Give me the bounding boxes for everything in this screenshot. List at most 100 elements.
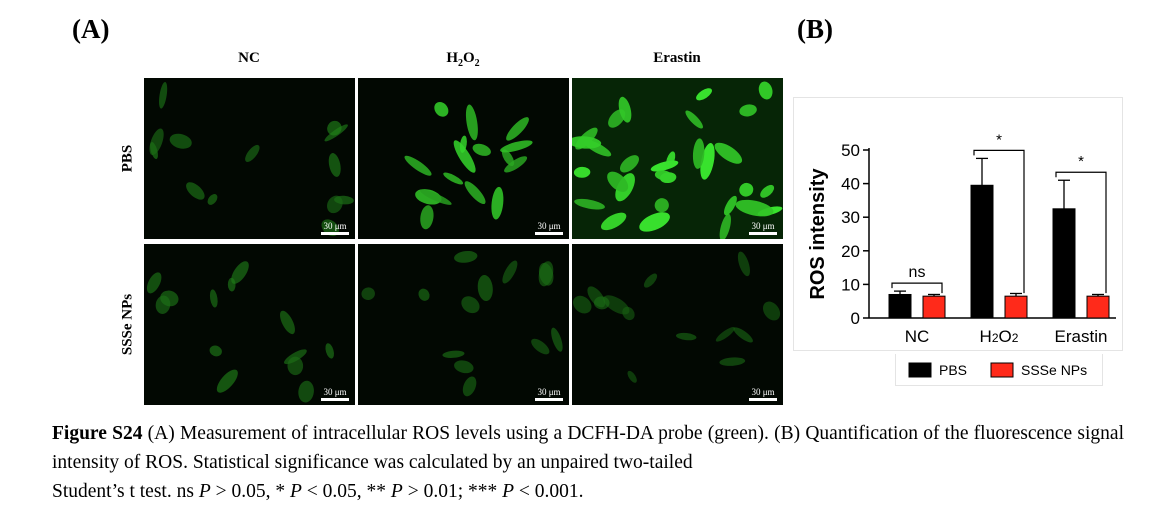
legend-swatch [908, 362, 932, 378]
cell [159, 81, 168, 109]
cell [420, 205, 434, 230]
cell [462, 376, 477, 397]
cell [504, 156, 528, 173]
cell [465, 104, 478, 141]
cell [639, 212, 670, 232]
cell [760, 184, 775, 198]
figure-caption: Figure S24 (A) Measurement of intracellu… [52, 419, 1124, 477]
cell [574, 198, 605, 210]
x-tick-label: H2O2 [980, 327, 1019, 346]
cell [735, 199, 774, 217]
cell [714, 142, 743, 164]
cell [551, 327, 563, 352]
cell [418, 288, 430, 301]
micrograph-sssenps-erastin: 30 μm [572, 244, 783, 405]
cell [573, 295, 592, 314]
cell [464, 181, 486, 205]
legend-swatch [990, 362, 1014, 378]
legend-label: PBS [939, 362, 967, 378]
legend-label: SSSe NPs [1021, 362, 1087, 378]
caption-text: (A) Measurement of intracellular ROS lev… [52, 423, 1124, 473]
y-tick-label: 0 [851, 309, 860, 328]
cell [762, 301, 781, 321]
cell [361, 287, 375, 301]
cell [675, 332, 697, 341]
cell [502, 260, 518, 284]
significance-bracket [1055, 171, 1107, 294]
cell [715, 327, 735, 342]
row-header-sssenps: SSSe NPs [119, 293, 136, 356]
cell [287, 356, 304, 376]
scale-bar: 30 μm [535, 221, 563, 235]
cell [327, 120, 342, 136]
x-tick-label: Erastin [1055, 327, 1108, 346]
significance-label: * [1078, 153, 1084, 170]
panel-a-label: (A) [72, 14, 110, 44]
cell [618, 96, 632, 123]
micrograph-pbs-erastin: 30 μm [572, 78, 783, 239]
cell [627, 370, 637, 383]
significance-label: ns [909, 264, 926, 281]
cell [654, 170, 672, 181]
cell [737, 251, 750, 277]
cell [739, 182, 754, 197]
cell [209, 345, 222, 357]
cell [685, 110, 703, 129]
cell [733, 327, 753, 343]
y-axis-label: ROS intensity [807, 168, 829, 300]
cell [327, 195, 343, 214]
bar-ssse-nps [1004, 295, 1028, 319]
cell [245, 144, 260, 162]
cell [654, 198, 669, 213]
bar-pbs [888, 293, 912, 319]
cell [506, 117, 529, 141]
cell [279, 310, 295, 335]
cell [501, 149, 515, 167]
panel-b-label: (B) [797, 14, 833, 44]
y-tick-label: 20 [841, 242, 860, 261]
significance-label: * [996, 131, 1002, 148]
cell [696, 88, 712, 101]
cell [719, 213, 731, 239]
cell [298, 380, 314, 403]
cell [442, 350, 465, 358]
cell [593, 296, 610, 310]
chart-legend-frame [895, 354, 1103, 386]
cell [146, 272, 162, 294]
cell [454, 360, 474, 374]
significance-bracket [891, 282, 943, 294]
column-header-erastin: Erastin [653, 50, 701, 66]
cell [231, 261, 249, 284]
cell [477, 275, 493, 302]
cell [454, 250, 478, 263]
micrograph-sssenps-h2o2: 30 μm [358, 244, 569, 405]
ros-bar-chart: 0 10 20 30 40 50 ROS intensity ns NC * H2O2 * Erasti… [793, 97, 1123, 351]
bar-pbs [970, 184, 994, 319]
cell [500, 140, 533, 153]
cell [607, 171, 629, 192]
row-header-pbs: PBS [119, 144, 136, 173]
cell [538, 262, 554, 286]
micrograph-sssenps-nc: 30 μm [144, 244, 355, 405]
cell [643, 273, 658, 288]
chart-legend: PBS SSSe NPs [908, 362, 1087, 378]
cell [419, 189, 452, 205]
cell [186, 182, 205, 200]
scale-bar: 30 μm [749, 387, 777, 401]
scale-bar: 30 μm [749, 221, 777, 235]
cell [207, 194, 218, 205]
cell [758, 81, 773, 100]
cell [600, 212, 627, 231]
cell [491, 186, 504, 220]
cell [434, 101, 449, 117]
column-header-nc: NC [238, 50, 260, 66]
micrograph-pbs-nc: 30 μm [144, 78, 355, 239]
cell [404, 155, 432, 176]
cell [325, 343, 334, 359]
bar-pbs [1052, 208, 1076, 319]
scale-bar: 30 μm [321, 221, 349, 235]
cell [619, 155, 640, 173]
bar-ssse-nps [1086, 295, 1110, 319]
y-tick-label: 50 [841, 141, 860, 160]
cell [572, 136, 602, 149]
